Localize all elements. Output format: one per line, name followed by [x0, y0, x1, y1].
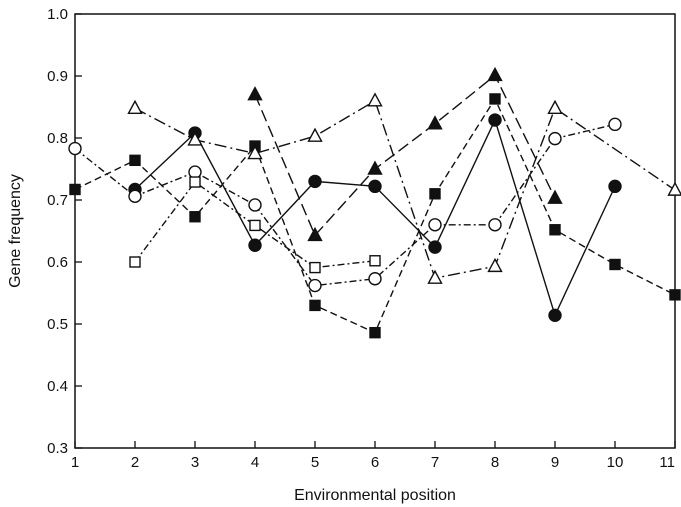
data-point	[129, 256, 141, 268]
data-point	[489, 93, 501, 105]
data-point	[68, 141, 82, 156]
series-line	[134, 99, 676, 279]
data-point	[608, 179, 622, 194]
x-axis-label: Environmental position	[294, 487, 456, 504]
data-point	[608, 117, 622, 132]
data-point	[429, 188, 441, 200]
data-point	[547, 189, 563, 204]
data-point	[307, 226, 323, 242]
data-point	[308, 174, 322, 189]
x-tick-label: 9	[551, 454, 559, 471]
x-tick-label: 8	[491, 454, 499, 471]
x-tick-label: 5	[311, 454, 319, 471]
data-point	[308, 278, 322, 293]
series-line	[254, 74, 556, 237]
y-axis: 0.3 0.4 0.5 0.6 0.7 0.8 0.9 1.0	[47, 6, 82, 457]
data-point	[488, 113, 502, 127]
data-point	[369, 255, 381, 267]
series-layer	[68, 66, 681, 339]
x-tick-label: 3	[191, 454, 199, 471]
data-point	[248, 238, 262, 252]
data-point	[189, 176, 201, 188]
y-tick-label: 0.8	[47, 130, 68, 147]
data-point	[129, 154, 141, 167]
series-3	[247, 66, 563, 242]
series-line	[134, 181, 376, 269]
data-point	[547, 99, 563, 114]
y-tick-label: 0.3	[47, 440, 68, 457]
data-point	[247, 145, 263, 160]
data-point	[367, 160, 383, 175]
y-tick-label: 1.0	[47, 6, 68, 23]
series-line	[134, 118, 616, 318]
series-line	[74, 123, 616, 287]
data-point	[248, 198, 262, 212]
data-point	[549, 224, 561, 236]
data-point	[307, 127, 323, 142]
y-tick-label: 0.4	[47, 378, 68, 395]
data-point	[249, 219, 261, 232]
x-tick-label: 4	[251, 454, 259, 471]
data-point	[309, 261, 321, 274]
x-tick-label: 1	[71, 454, 79, 471]
x-axis: 1 2 3 4 5 6 7 8 9 10 11	[71, 441, 676, 471]
data-point	[127, 99, 143, 114]
data-point	[488, 218, 502, 232]
series-line	[74, 97, 676, 334]
data-point	[487, 257, 503, 273]
data-point	[609, 258, 621, 271]
x-tick-label: 2	[131, 454, 139, 471]
series-5	[129, 176, 381, 274]
data-point	[548, 308, 562, 323]
x-tick-label: 7	[431, 454, 439, 471]
data-point	[189, 211, 201, 223]
data-point	[548, 131, 562, 146]
data-point	[128, 189, 142, 203]
y-tick-label: 0.7	[47, 192, 68, 209]
x-tick-label: 10	[607, 454, 624, 471]
data-point	[187, 131, 203, 146]
x-tick-label: 6	[371, 454, 379, 471]
data-point	[247, 86, 263, 101]
y-tick-label: 0.5	[47, 316, 68, 333]
series-4	[68, 117, 622, 293]
series-1	[128, 113, 622, 323]
data-point	[309, 299, 321, 312]
y-tick-label: 0.9	[47, 68, 68, 85]
data-point	[428, 218, 442, 232]
data-point	[368, 179, 382, 194]
series-2	[69, 93, 681, 339]
data-point	[69, 183, 81, 196]
data-point	[487, 66, 503, 82]
y-axis-label: Gene frequency	[7, 174, 24, 288]
data-point	[368, 272, 382, 286]
data-point	[667, 181, 681, 196]
data-point	[369, 326, 381, 339]
data-point	[669, 289, 681, 301]
data-point	[427, 269, 443, 284]
data-point	[428, 240, 442, 254]
x-tick-label: 11	[659, 454, 675, 471]
data-point	[367, 92, 383, 107]
y-tick-label: 0.6	[47, 254, 68, 271]
plot-area-frame	[74, 13, 676, 449]
data-point	[188, 165, 202, 179]
data-point	[427, 115, 443, 130]
series-6	[127, 92, 681, 284]
